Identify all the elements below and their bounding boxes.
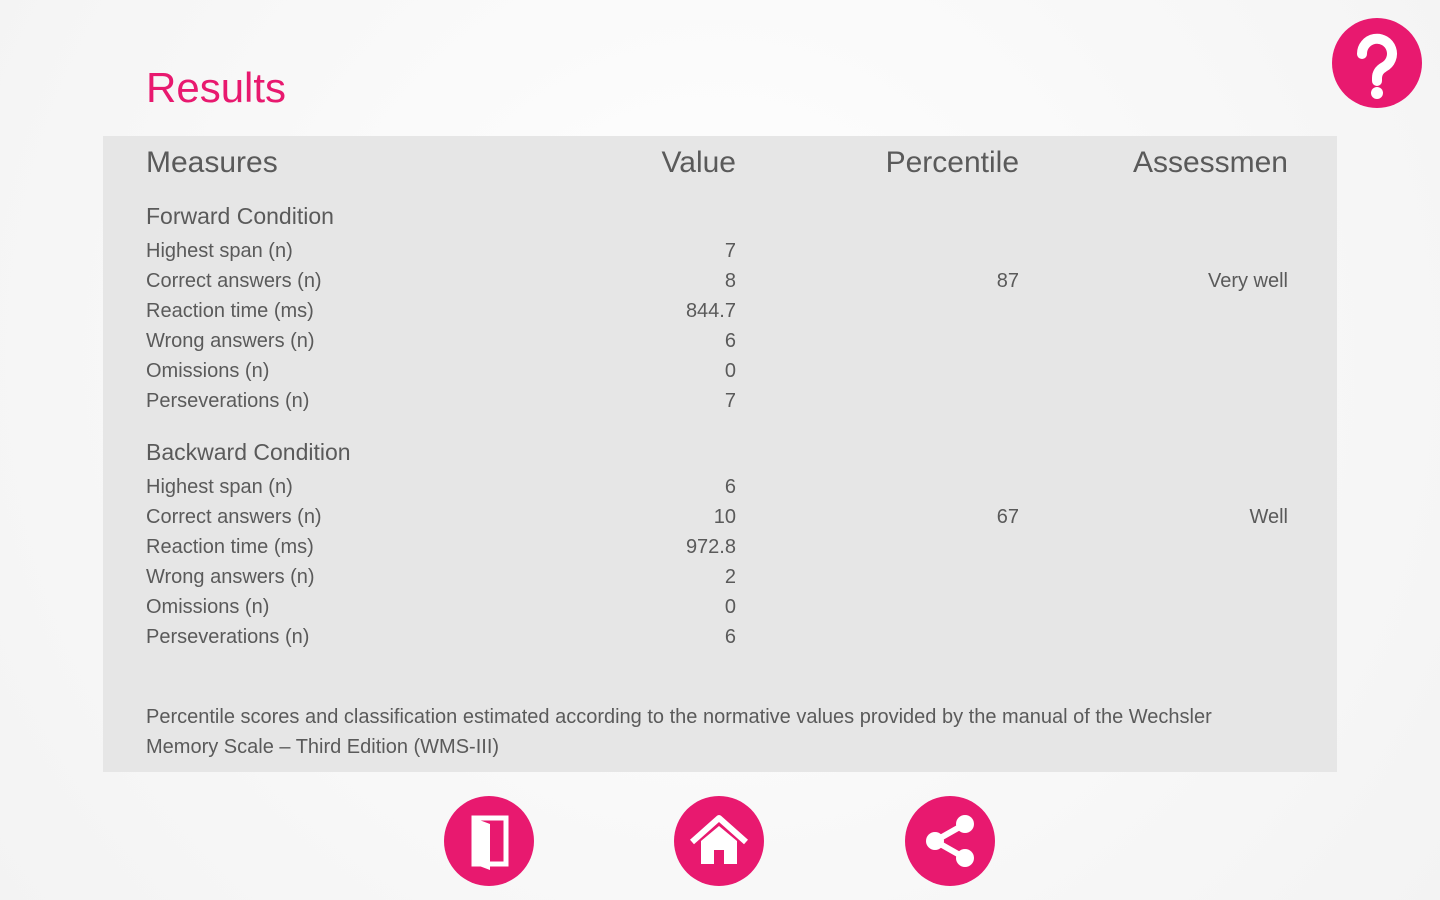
row-label: Highest span (n) (146, 476, 293, 498)
row-assessment: Well (1249, 506, 1288, 528)
home-button[interactable] (674, 796, 764, 886)
row-value: 7 (724, 240, 736, 262)
share-button[interactable] (905, 796, 995, 886)
row-label: Correct answers (n) (146, 506, 322, 528)
row-label: Highest span (n) (146, 240, 293, 262)
row-value: 0 (724, 596, 736, 618)
row-value: 6 (724, 330, 736, 352)
section-title: Forward Condition (146, 203, 334, 229)
row-value: 8 (724, 270, 736, 292)
row-assessment: Very well (1207, 270, 1288, 292)
row-value: 6 (724, 626, 736, 648)
row-label: Perseverations (n) (146, 626, 310, 648)
row-value: 0 (724, 360, 736, 382)
row-label: Reaction time (ms) (146, 300, 314, 322)
row-label: Reaction time (ms) (146, 536, 314, 558)
row-label: Omissions (n) (146, 596, 270, 618)
row-label: Omissions (n) (146, 360, 270, 382)
row-value: 2 (724, 566, 736, 588)
row-value: 7 (724, 390, 736, 412)
column-header: Assessmen (1132, 146, 1288, 179)
row-label: Wrong answers (n) (146, 330, 315, 352)
row-value: 972.8 (685, 536, 736, 558)
page-title: Results (146, 64, 287, 111)
row-percentile: 87 (996, 270, 1019, 292)
column-header: Percentile (885, 146, 1019, 179)
column-header: Measures (146, 146, 278, 179)
results-panel (103, 136, 1337, 772)
section-title: Backward Condition (146, 439, 351, 465)
exit-button[interactable] (444, 796, 534, 886)
row-label: Perseverations (n) (146, 390, 310, 412)
row-value: 10 (713, 506, 736, 528)
row-label: Wrong answers (n) (146, 566, 315, 588)
row-value: 6 (724, 476, 736, 498)
row-label: Correct answers (n) (146, 270, 322, 292)
help-button[interactable] (1332, 18, 1422, 108)
column-header: Value (661, 146, 736, 179)
footnote: Percentile scores and classification est… (146, 706, 1212, 758)
row-value: 844.7 (685, 300, 736, 322)
row-percentile: 67 (996, 506, 1019, 528)
